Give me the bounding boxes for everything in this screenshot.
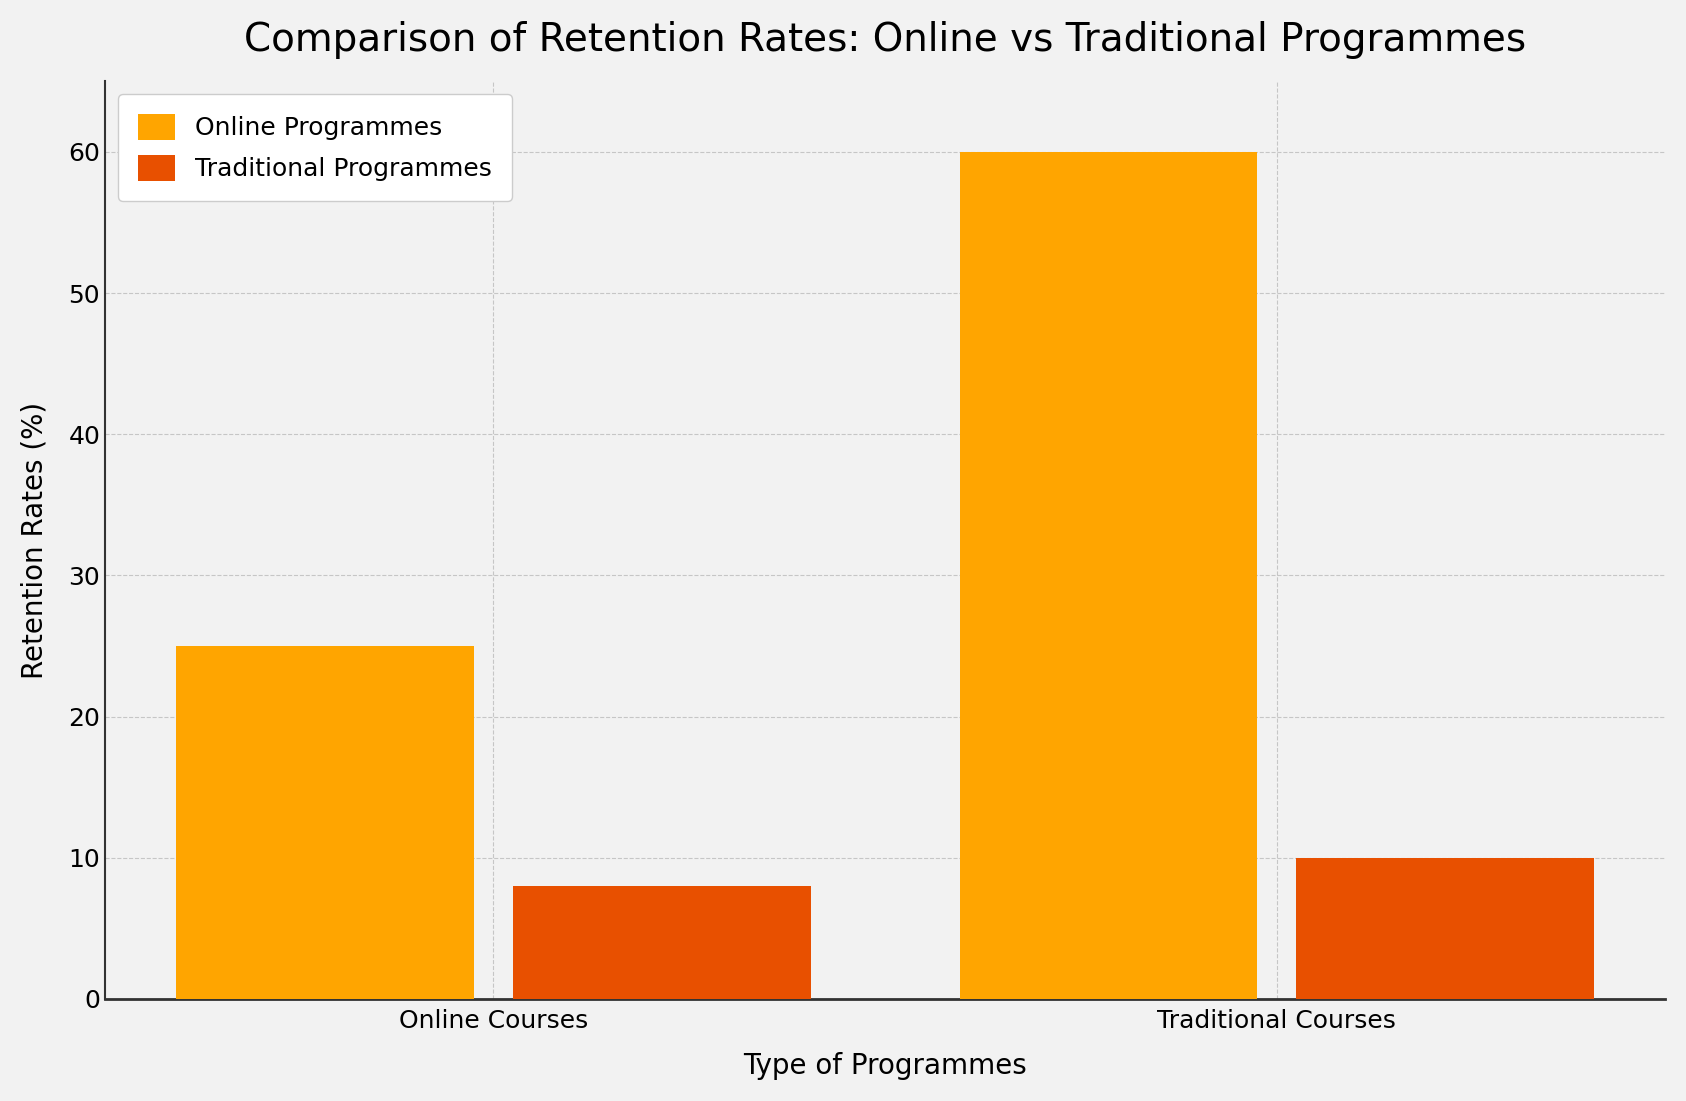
Bar bbox=[175, 646, 474, 999]
Legend: Online Programmes, Traditional Programmes: Online Programmes, Traditional Programme… bbox=[118, 94, 513, 201]
Title: Comparison of Retention Rates: Online vs Traditional Programmes: Comparison of Retention Rates: Online vs… bbox=[244, 21, 1526, 58]
Bar bbox=[1297, 858, 1595, 999]
Bar bbox=[959, 152, 1258, 999]
X-axis label: Type of Programmes: Type of Programmes bbox=[744, 1053, 1027, 1080]
Y-axis label: Retention Rates (%): Retention Rates (%) bbox=[20, 402, 49, 678]
Bar bbox=[513, 886, 811, 999]
